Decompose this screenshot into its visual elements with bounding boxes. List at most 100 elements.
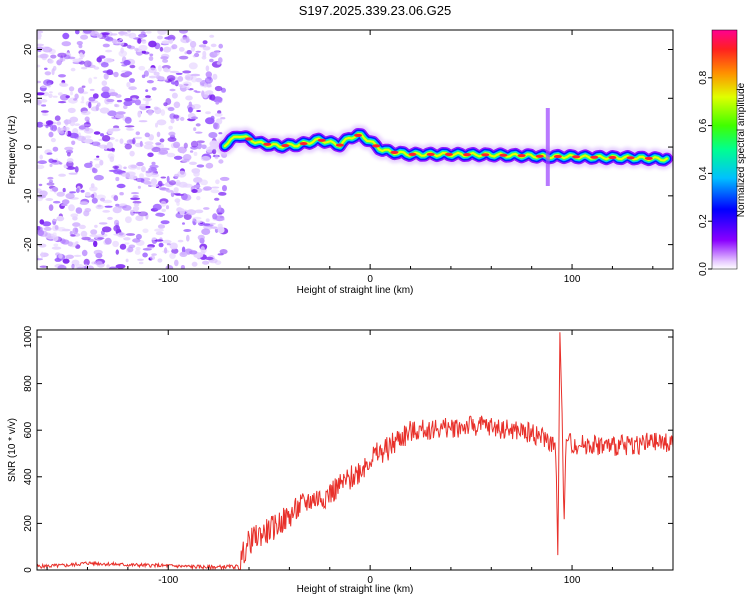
noise-blob [165,98,172,105]
noise-blob [124,71,133,76]
noise-blob [205,111,211,115]
noise-blob [213,50,220,56]
x-tick-label: 0 [367,575,373,586]
noise-blob [165,205,170,210]
noise-blob [201,228,211,235]
noise-blob [42,112,47,116]
noise-blob [178,55,189,60]
noise-blob [73,254,82,257]
noise-blob [210,115,215,121]
noise-blob [182,222,185,225]
noise-blob [75,207,83,214]
noise-blob [125,233,136,236]
ridge-peak [444,152,453,156]
noise-blob [51,246,62,250]
noise-blob [98,55,106,59]
noise-blob [162,59,169,63]
noise-blob [69,231,73,235]
noise-blob [44,71,52,76]
noise-blob [135,215,144,222]
noise-blob [129,78,135,83]
noise-blob [48,93,53,98]
noise-blob [88,96,96,102]
noise-blob [78,57,84,60]
noise-blob [160,200,167,207]
noise-blob [177,239,184,243]
noise-blob [214,197,220,201]
noise-blob [123,237,131,241]
noise-blob [61,126,70,131]
noise-blob [41,104,47,107]
noise-blob [166,243,171,246]
noise-blob [202,223,211,226]
noise-blob [204,256,214,261]
noise-blob [77,87,85,94]
noise-blob [124,242,130,245]
noise-blob [163,67,169,72]
noise-blob [65,95,70,99]
noise-blob [115,203,120,207]
noise-blob [67,107,76,114]
noise-blob [37,229,45,236]
noise-blob [76,188,80,193]
noise-blob [219,176,230,181]
y-tick-label: 200 [23,515,34,532]
noise-blob [62,187,66,193]
noise-blob [100,197,105,202]
noise-blob [93,76,98,80]
noise-blob [97,102,101,107]
noise-blob [48,204,54,212]
noise-blob [106,264,110,269]
noise-blob [37,92,45,96]
noise-blob [134,47,139,52]
noise-blob [179,208,185,216]
noise-blob [116,111,126,115]
noise-blob [39,190,48,197]
noise-blob [188,101,192,107]
noise-blob [128,175,138,180]
noise-blob [173,101,181,109]
noise-blob [209,58,214,63]
noise-blob [123,166,127,170]
noise-blob [220,117,226,120]
noise-blob [170,118,175,124]
noise-blob [202,40,208,45]
noise-blob [124,125,135,128]
noise-blob [173,114,180,119]
noise-blob [146,246,155,249]
noise-blob [183,142,188,149]
noise-blob [92,93,99,99]
noise-blob [57,126,61,134]
noise-blob [151,237,157,241]
noise-blob [135,246,141,251]
noise-blob [151,161,156,166]
noise-blob [141,50,146,54]
noise-blob [76,135,87,141]
noise-blob [129,64,136,69]
noise-blob [57,264,67,269]
noise-blob [104,237,112,245]
y-tick-label: -10 [23,188,34,203]
noise-blob [161,208,166,212]
noise-blob [84,116,90,122]
colorbar-tick-label: 0.0 [698,262,709,276]
noise-blob [171,92,178,99]
noise-blob [68,86,75,92]
y-tick-label: 800 [23,375,34,392]
noise-blob [70,67,76,72]
noise-blob [114,104,120,108]
ridge-peak [317,138,326,142]
noise-blob [97,204,102,208]
noise-blob [218,192,227,196]
noise-blob [203,207,210,210]
noise-blob [159,138,165,143]
noise-blob [151,146,161,153]
noise-blob [178,47,185,52]
noise-blob [80,230,88,238]
noise-blob [160,176,167,179]
noise-blob [46,182,55,186]
x-tick-label: -100 [158,274,178,285]
noise-blob [189,150,194,153]
noise-blob [218,204,222,212]
colorbar-tick-label: 0.2 [698,214,709,228]
